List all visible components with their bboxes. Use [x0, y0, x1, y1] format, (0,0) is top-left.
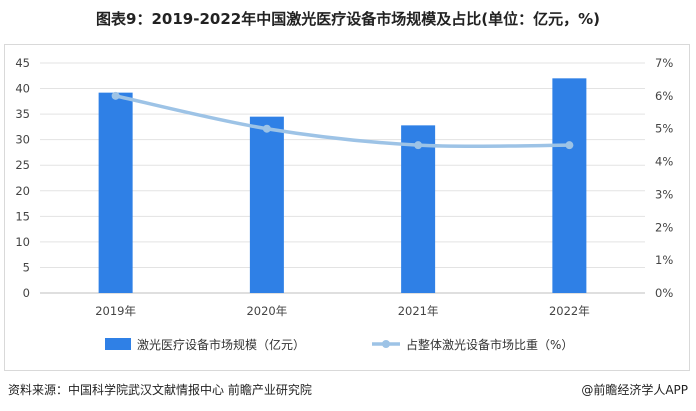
- y-right-tick-label: 2%: [655, 220, 673, 234]
- y-left-tick-label: 5: [23, 260, 30, 274]
- y-left-tick-label: 25: [15, 158, 30, 172]
- y-left-tick-label: 10: [15, 235, 30, 249]
- bar: [552, 78, 587, 293]
- x-tick-label: 2022年: [549, 304, 590, 318]
- y-right-tick-label: 3%: [655, 187, 673, 201]
- y-right-tick-label: 5%: [655, 122, 673, 136]
- y-right-tick-label: 1%: [655, 253, 673, 267]
- y-right-tick-label: 0%: [655, 286, 673, 300]
- x-tick-label: 2020年: [246, 304, 287, 318]
- chart-title: 图表9：2019-2022年中国激光医疗设备市场规模及占比(单位：亿元，%): [96, 10, 600, 28]
- y-left-tick-label: 35: [15, 107, 30, 121]
- source-note: 资料来源：中国科学院武汉文献情报中心 前瞻产业研究院: [8, 383, 312, 397]
- y-left-tick-label: 20: [15, 184, 30, 198]
- brand-credit: @前瞻经济学人APP: [581, 383, 688, 397]
- bar: [249, 116, 284, 294]
- x-tick-label: 2019年: [95, 304, 136, 318]
- footer: 资料来源：中国科学院武汉文献情报中心 前瞻产业研究院 @前瞻经济学人APP: [0, 372, 696, 411]
- legend-label-line: 占整体激光设备市场比重（%）: [406, 337, 573, 352]
- series-line: [113, 94, 572, 149]
- line-point: [414, 141, 423, 150]
- legend-marker-line: [382, 340, 390, 348]
- y-right-tick-label: 6%: [655, 89, 673, 103]
- x-tick-label: 2021年: [398, 304, 439, 318]
- legend-swatch-bar: [105, 338, 131, 350]
- line-point: [262, 124, 271, 133]
- chart-frame: [4, 44, 690, 371]
- y-left-tick-label: 15: [15, 209, 30, 223]
- y-left-tick-label: 30: [15, 133, 30, 147]
- bar: [98, 92, 133, 294]
- y-right-tick-label: 4%: [655, 155, 673, 169]
- bar: [401, 125, 436, 293]
- line-point: [565, 141, 574, 150]
- chart-canvas: 0 5 10 15 20 25 30 35 40 45 0% 1% 2% 3% 4% 5% 6% 7% 2019年 2…: [15, 56, 673, 352]
- y-right-tick-label: 7%: [655, 56, 673, 70]
- y-left-tick-label: 40: [15, 82, 30, 96]
- legend-label-bar: 激光医疗设备市场规模（亿元）: [137, 337, 305, 352]
- line-point: [111, 91, 120, 100]
- y-left-tick-label: 45: [15, 56, 30, 70]
- y-left-tick-label: 0: [23, 286, 30, 300]
